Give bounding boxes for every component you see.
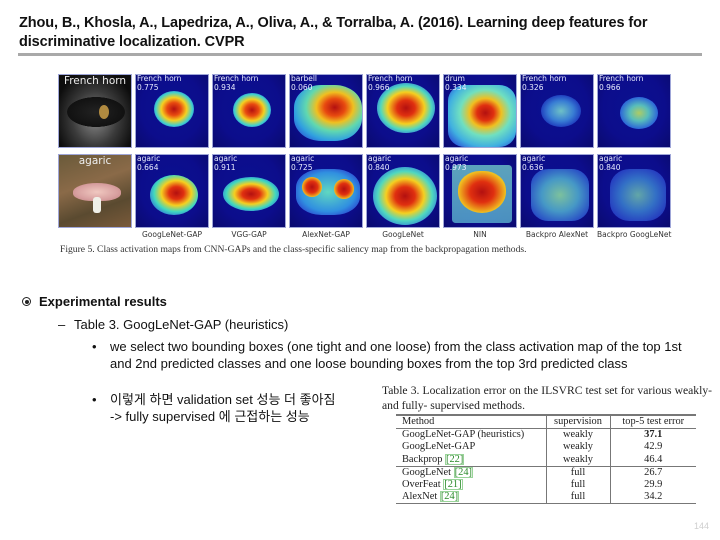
tile-label: agaric 0.840	[599, 154, 623, 172]
tile-label: agaric 0.840	[368, 154, 392, 172]
table-caption: Table 3. Localization error on the ILSVR…	[382, 384, 712, 412]
column-label	[58, 230, 132, 239]
saliency-tile: French horn 0.326	[520, 74, 594, 148]
tile-label: agaric 0.973	[445, 154, 469, 172]
heatmap-tile: French horn 0.966	[366, 74, 440, 148]
tile-label: agaric 0.636	[522, 154, 546, 172]
citation-link[interactable]: [24]	[439, 491, 460, 503]
dash-icon: –	[58, 317, 66, 332]
heatmap-tile: agaric 0.840	[366, 154, 440, 228]
page-number: 144	[694, 521, 710, 531]
tile-label: French horn 0.775	[137, 74, 182, 92]
table-row: AlexNet [24] full 34.2	[396, 491, 696, 504]
tile-label: French horn 0.934	[214, 74, 259, 92]
figure-row-agaric: agaric agaric 0.664 agaric 0.911 agaric 0.7…	[58, 154, 671, 228]
figure-column-labels: GoogLeNet-GAP VGG-GAP AlexNet-GAP GoogLe…	[58, 230, 671, 239]
table-row: GoogLeNet-GAP weakly 42.9	[396, 441, 696, 454]
tile-label: agaric 0.664	[137, 154, 161, 172]
header-error: top-5 test error	[622, 416, 685, 427]
citation-link[interactable]: [22]	[445, 453, 465, 465]
table-row: Backprop [22] weakly 46.4	[396, 453, 696, 467]
bullet-korean-note: • 이렇게 하면 validation set 성능 더 좋아짐 -> full…	[92, 392, 336, 424]
tile-label: French horn	[63, 75, 127, 87]
column-label: NIN	[473, 230, 487, 239]
photo-agaric: agaric	[58, 154, 132, 228]
heatmap-tile: agaric 0.725	[289, 154, 363, 228]
heatmap-tile: drum 0.334	[443, 74, 517, 148]
table-row: GoogLeNet-GAP (heuristics) weakly 37.1	[396, 428, 696, 442]
bullet-bounding-boxes: • we select two bounding boxes (one tigh…	[92, 339, 682, 371]
figure-caption: Figure 5. Class activation maps from CNN…	[60, 244, 527, 255]
table-row: OverFeat [21] full 29.9	[396, 479, 696, 492]
tile-label: drum 0.334	[445, 74, 467, 92]
saliency-tile: agaric 0.636	[520, 154, 594, 228]
header-method: Method	[396, 415, 547, 429]
tile-label: agaric 0.725	[291, 154, 315, 172]
slide-title: Zhou, B., Khosla, A., Lapedriza, A., Oli…	[19, 15, 648, 50]
header-supervision: supervision	[546, 415, 611, 429]
tile-label: French horn 0.966	[368, 74, 413, 92]
title-divider	[18, 53, 702, 56]
tile-label: French horn 0.326	[522, 74, 567, 92]
citation-link[interactable]: [24]	[453, 466, 473, 478]
heatmap-tile: agaric 0.664	[135, 154, 209, 228]
photo-french-horn: French horn	[58, 74, 132, 148]
bullet-dot-icon: •	[92, 392, 97, 407]
column-label: VGG-GAP	[231, 230, 267, 239]
localization-error-table: Method supervision top-5 test error Goog…	[396, 414, 696, 504]
heatmap-tile: French horn 0.775	[135, 74, 209, 148]
table-header-row: Method supervision top-5 test error	[396, 415, 696, 429]
column-label: GoogLeNet-GAP	[141, 230, 203, 239]
column-label: GoogLeNet	[382, 230, 424, 239]
heatmap-tile: agaric 0.973	[443, 154, 517, 228]
column-label: Backpro GoogLeNet	[597, 230, 672, 239]
heatmap-tile: barbell 0.060	[289, 74, 363, 148]
column-label: Backpro AlexNet	[525, 230, 589, 239]
bullet-table3: – Table 3. GoogLeNet-GAP (heuristics)	[58, 317, 289, 332]
bullet-experimental-results: Experimental results	[22, 294, 167, 309]
table-row: GoogLeNet [24] full 26.7	[396, 466, 696, 480]
column-label: AlexNet-GAP	[302, 230, 350, 239]
heatmap-tile: French horn 0.934	[212, 74, 286, 148]
tile-label: French horn 0.966	[599, 74, 644, 92]
heatmap-tile: agaric 0.911	[212, 154, 286, 228]
tile-label: agaric	[78, 155, 112, 167]
tile-label: barbell 0.060	[291, 74, 317, 92]
tile-label: agaric 0.911	[214, 154, 238, 172]
saliency-tile: French horn 0.966	[597, 74, 671, 148]
saliency-tile: agaric 0.840	[597, 154, 671, 228]
bullet-circle-icon	[22, 297, 31, 306]
citation-link[interactable]: [21]	[443, 479, 463, 491]
bullet-dot-icon: •	[92, 339, 97, 354]
figure-row-french-horn: French horn French horn 0.775 French horn…	[58, 74, 671, 148]
